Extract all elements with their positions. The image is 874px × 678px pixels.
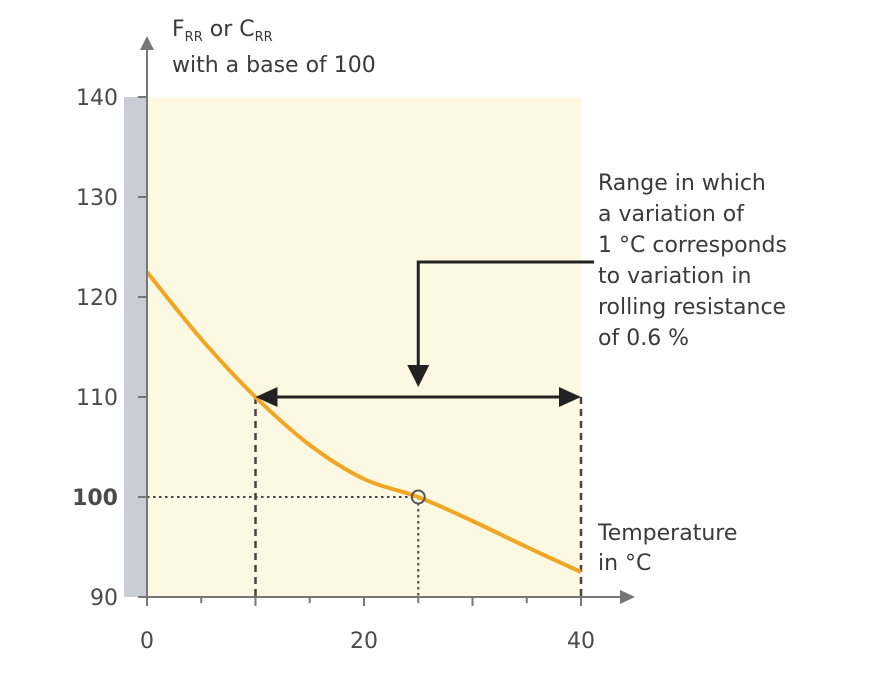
x-axis-title-line2: in °C [598, 551, 651, 576]
axes [138, 36, 635, 606]
annotation-line: a variation of [598, 202, 745, 227]
annotation-line: Range in which [598, 171, 766, 196]
range-arrow [255, 260, 594, 407]
range-arrowhead-left [255, 387, 278, 407]
reference-point-marker [410, 489, 426, 505]
y-axis-band [124, 97, 147, 597]
range-annotation: Range in which a variation of 1 °C corre… [598, 171, 787, 351]
x-axis-arrowhead [620, 590, 635, 604]
series-line [145, 270, 582, 574]
x-tick-label: 0 [140, 629, 154, 654]
annotation-leader-line [416, 260, 594, 367]
y-tick-label: 100 [72, 486, 118, 511]
dashed-guides [147, 397, 583, 597]
y-tick-label: 110 [76, 386, 118, 411]
tick-labels: 90 100 110 120 130 140 0 20 40 [72, 86, 595, 654]
annotation-line: rolling resistance [598, 295, 786, 320]
y-tick-label: 120 [76, 286, 118, 311]
plot-background [147, 97, 581, 597]
range-arrowhead-right [559, 387, 581, 407]
y-axis-arrowhead [140, 36, 154, 50]
x-tick-label: 20 [350, 629, 378, 654]
annotation-line: of 0.6 % [598, 326, 689, 351]
annotation-line: to variation in [598, 264, 751, 289]
x-axis-title-line1: Temperature [597, 521, 737, 546]
annotation-line: 1 °C corresponds [598, 233, 787, 258]
y-axis-title: FRR or CRR [172, 17, 273, 45]
annotation-leader-arrowhead [407, 365, 430, 387]
y-axis-title-line2: with a base of 100 [172, 53, 376, 78]
y-tick-label: 90 [90, 586, 118, 611]
x-tick-label: 40 [567, 629, 595, 654]
y-tick-label: 130 [76, 186, 118, 211]
y-tick-label: 140 [76, 86, 118, 111]
